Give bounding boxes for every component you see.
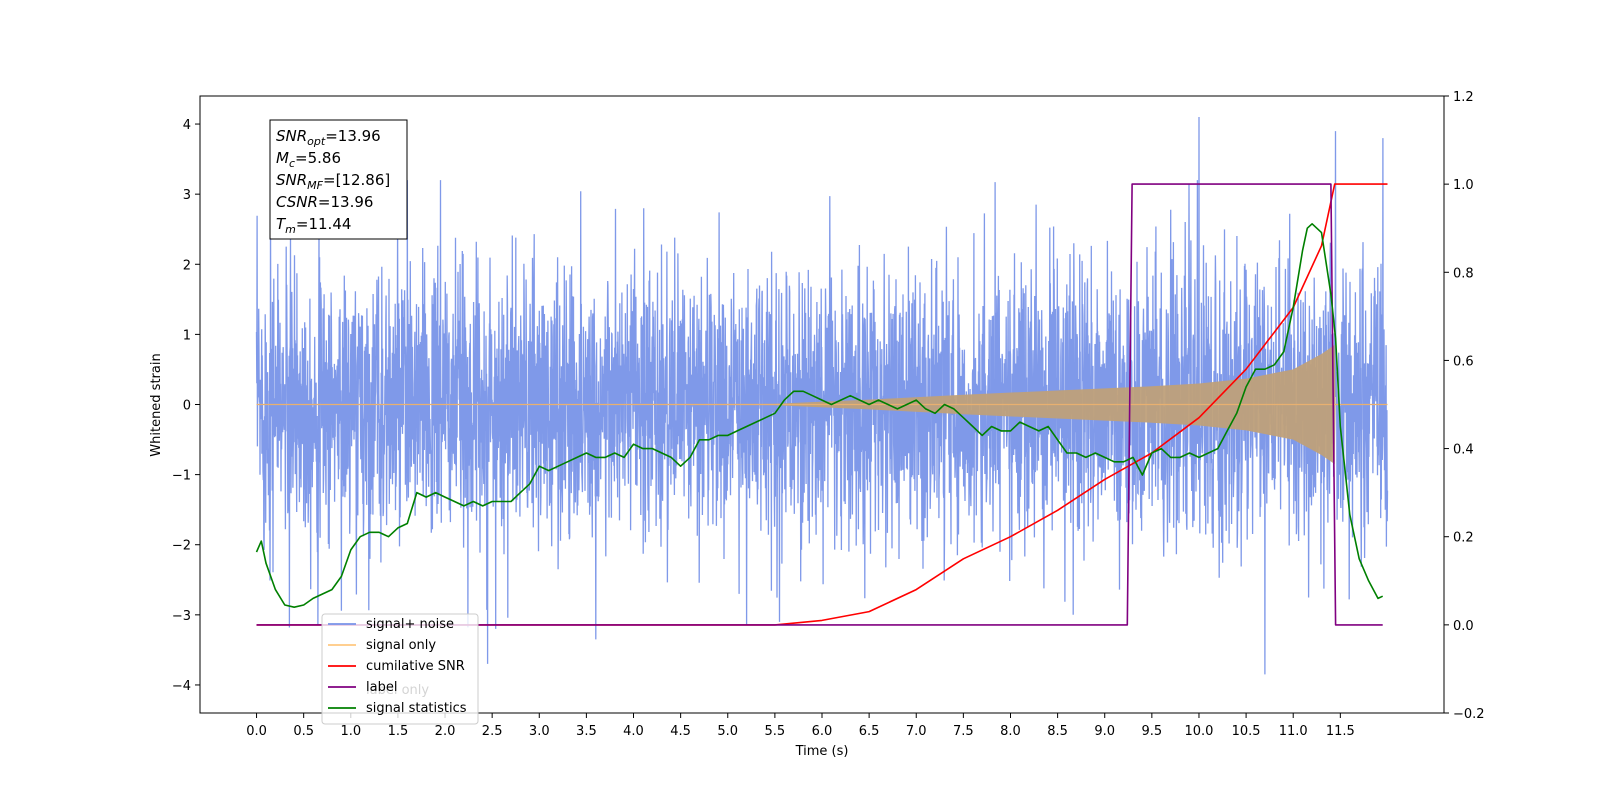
y2-tick-label: −0.2	[1453, 707, 1485, 722]
stats-line: SNRMF=[12.86]	[276, 171, 390, 192]
y-tick-label: 1	[183, 328, 191, 343]
y2-tick-label: 0.6	[1453, 354, 1474, 369]
legend-hidden-text: label only	[366, 683, 429, 698]
y-tick-label: 4	[183, 118, 191, 133]
legend-label: signal only	[366, 638, 436, 653]
x-tick-label: 10.0	[1184, 724, 1213, 739]
x-tick-label: 5.5	[765, 724, 786, 739]
series-label-line	[256, 183, 1383, 626]
y2-tick-label: 0.2	[1453, 531, 1474, 546]
y-tick-label: −4	[172, 679, 191, 694]
x-tick-label: 6.0	[812, 724, 833, 739]
legend-frame	[321, 613, 479, 725]
x-tick-label: 7.0	[906, 724, 927, 739]
x-tick-label: 3.5	[576, 724, 597, 739]
x-tick-label: 4.5	[670, 724, 691, 739]
x-tick-label: 11.5	[1326, 724, 1355, 739]
x-tick-label: 5.0	[717, 724, 738, 739]
y-tick-label: −2	[172, 539, 191, 554]
plot-area	[255, 116, 1389, 675]
x-tick-label: 0.5	[293, 724, 314, 739]
y-tick-label: −1	[172, 469, 191, 484]
y-axis-label: Whitened strain	[149, 353, 164, 456]
legend: label only signal+ noise signal only cumila…	[321, 613, 479, 725]
x-tick-label: 1.5	[388, 724, 409, 739]
legend-label: label	[366, 680, 397, 695]
y2-tick-label: 0.4	[1453, 443, 1474, 458]
y2-tick-label: 1.2	[1453, 90, 1474, 105]
x-tick-label: 3.0	[529, 724, 550, 739]
y-tick-label: 3	[183, 188, 191, 203]
stats-line: CSNR=13.96	[276, 193, 373, 211]
x-tick-label: 10.5	[1232, 724, 1261, 739]
y-tick-label: 2	[183, 258, 191, 273]
y2-tick-label: 0.0	[1453, 619, 1474, 634]
stats-line: Mc=5.86	[276, 149, 341, 170]
stats-box: SNRopt=13.96Mc=5.86SNRMF=[12.86]CSNR=13.…	[269, 119, 408, 240]
y2-tick-label: 1.0	[1453, 178, 1474, 193]
x-tick-label: 4.0	[623, 724, 644, 739]
stats-line: SNRopt=13.96	[276, 127, 381, 148]
x-tick-label: 0.0	[246, 724, 267, 739]
x-tick-label: 1.0	[340, 724, 361, 739]
axis-ticks: 0.0 0.5 1.0 1.5 2.0 2.5 3.0 3.5 4.0 4.5 5.0 5.5 6.0 6…	[172, 90, 1485, 739]
legend-label: cumilative SNR	[366, 659, 465, 674]
x-axis-label: Time (s)	[795, 744, 849, 759]
y2-tick-label: 0.8	[1453, 266, 1474, 281]
x-tick-label: 8.0	[1000, 724, 1021, 739]
x-tick-label: 8.5	[1047, 724, 1068, 739]
x-tick-label: 9.5	[1142, 724, 1163, 739]
legend-label: signal statistics	[366, 701, 467, 716]
stats-box-frame	[269, 119, 408, 240]
y-tick-label: 0	[183, 399, 191, 414]
x-tick-label: 2.5	[482, 724, 503, 739]
series-signal-noise-line	[255, 116, 1389, 675]
x-tick-label: 2.0	[435, 724, 456, 739]
x-tick-label: 6.5	[859, 724, 880, 739]
x-tick-label: 11.0	[1279, 724, 1308, 739]
x-tick-label: 7.5	[953, 724, 974, 739]
x-tick-label: 9.0	[1094, 724, 1115, 739]
legend-label: signal+ noise	[366, 617, 454, 632]
y-tick-label: −3	[172, 609, 191, 624]
series-cumulative-snr-line	[256, 183, 1388, 626]
stats-line: Tm=11.44	[276, 215, 351, 236]
series-signal-statistics-line	[255, 223, 1384, 609]
